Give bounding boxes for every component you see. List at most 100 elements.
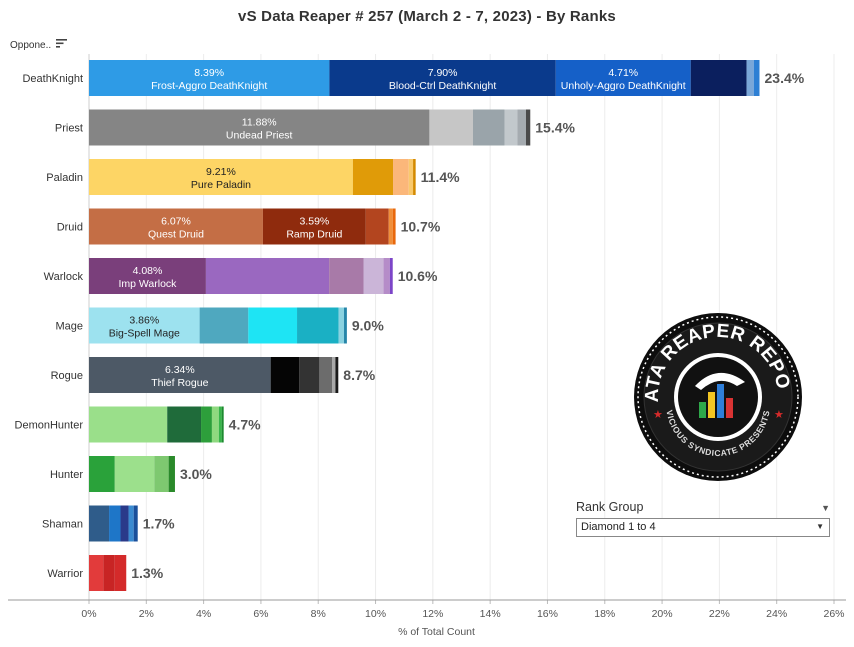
bar-total-label: 9.0% — [352, 318, 384, 334]
x-tick-label: 6% — [253, 608, 268, 620]
x-tick-label: 22% — [709, 608, 730, 620]
bar-segment — [335, 357, 339, 393]
category-label: Hunter — [50, 469, 83, 481]
category-label: Paladin — [46, 172, 83, 184]
segment-percent-label: 3.59% — [299, 216, 329, 228]
segment-archetype-label: Pure Paladin — [191, 179, 251, 191]
bar-segment — [517, 109, 526, 146]
bar-segment — [388, 208, 393, 245]
x-tick-label: 16% — [537, 608, 558, 620]
bar-segment — [413, 159, 416, 195]
bar-segment — [270, 357, 300, 393]
segment-archetype-label: Undead Priest — [226, 130, 293, 142]
bar-segment — [393, 159, 409, 195]
bar-segment — [408, 159, 414, 195]
data-reaper-report-logo: DATA REAPER REPORT VICIOUS SYNDICATE PRE… — [633, 312, 802, 481]
category-label: DeathKnight — [22, 73, 83, 85]
bar-segment — [525, 109, 531, 146]
segment-archetype-label: Imp Warlock — [118, 278, 177, 290]
bar-segment — [89, 406, 168, 443]
bar-segment — [109, 505, 121, 542]
bar-segment — [201, 406, 212, 443]
segment-percent-label: 9.21% — [206, 166, 236, 178]
bar-segment — [389, 258, 393, 294]
bar-segment — [329, 60, 556, 96]
dropdown-caret-icon[interactable]: ▼ — [821, 503, 830, 513]
segment-archetype-label: Ramp Druid — [286, 229, 342, 241]
bar-segment — [89, 505, 110, 542]
segment-archetype-label: Unholy-Aggro DeathKnight — [561, 80, 686, 92]
bar-segment — [154, 456, 169, 492]
bar-total-label: 1.3% — [131, 565, 163, 581]
segment-percent-label: 7.90% — [428, 67, 458, 79]
bar-segment — [120, 505, 129, 542]
bar-segment — [89, 456, 115, 492]
chart-title: vS Data Reaper # 257 (March 2 - 7, 2023)… — [238, 8, 616, 25]
segment-percent-label: 11.88% — [242, 117, 277, 129]
bar-segment — [690, 60, 747, 96]
segment-archetype-label: Thief Rogue — [151, 377, 208, 389]
bar-segment — [299, 357, 320, 393]
bar-segment — [133, 505, 138, 542]
bar-total-label: 1.7% — [143, 516, 175, 532]
category-label: Warrior — [47, 568, 83, 580]
bar-segment — [753, 60, 760, 96]
x-tick-label: 0% — [81, 608, 96, 620]
svg-text:★: ★ — [774, 409, 784, 421]
rank-group-select[interactable]: Diamond 1 to 4 ▼ — [576, 518, 830, 537]
bar-total-label: 15.4% — [535, 120, 575, 136]
bar-segment — [205, 258, 330, 294]
category-label: Druid — [57, 222, 83, 234]
segment-percent-label: 4.08% — [133, 265, 163, 277]
bar-total-label: 10.7% — [401, 219, 441, 235]
x-tick-label: 12% — [422, 608, 443, 620]
bar-segment — [338, 307, 345, 344]
bar-segment — [472, 109, 505, 146]
x-tick-label: 24% — [766, 608, 787, 620]
bar-segment — [89, 555, 104, 591]
x-tick-label: 14% — [480, 608, 501, 620]
bar-segment — [89, 357, 271, 393]
rank-group-title: Rank Group — [576, 500, 644, 514]
bar-segment — [128, 505, 134, 542]
bar-segment — [89, 159, 353, 195]
x-tick-label: 18% — [594, 608, 615, 620]
category-label: Mage — [55, 321, 83, 333]
category-label: Rogue — [51, 370, 83, 382]
segment-archetype-label: Blood-Ctrl DeathKnight — [389, 80, 496, 92]
bar-segment — [114, 555, 127, 591]
sort-field-label: Oppone.. — [10, 40, 52, 51]
bar-segment — [167, 406, 202, 443]
bar-segment — [89, 60, 330, 96]
bar-segment — [365, 208, 389, 245]
x-tick-label: 10% — [365, 608, 386, 620]
segment-percent-label: 4.71% — [608, 67, 638, 79]
bar-segment — [555, 60, 691, 96]
svg-text:★: ★ — [653, 409, 663, 421]
bar-segment — [248, 307, 298, 344]
bar-segment — [504, 109, 518, 146]
bar-total-label: 3.0% — [180, 466, 212, 482]
chevron-down-icon: ▼ — [816, 522, 824, 531]
x-tick-label: 4% — [196, 608, 211, 620]
category-label: Warlock — [44, 271, 84, 283]
bar-segment — [344, 307, 347, 344]
bar-segment — [89, 208, 263, 245]
bar-segment — [329, 258, 364, 294]
segment-percent-label: 6.07% — [161, 216, 191, 228]
sort-descending-icon[interactable] — [56, 37, 68, 49]
bar-segment — [262, 208, 366, 245]
bar-segment — [746, 60, 754, 96]
bar-segment — [319, 357, 333, 393]
bar-segment — [211, 406, 219, 443]
segment-archetype-label: Frost-Aggro DeathKnight — [151, 80, 267, 92]
segment-percent-label: 3.86% — [129, 315, 159, 327]
x-tick-label: 26% — [823, 608, 844, 620]
bar-segment — [352, 159, 394, 195]
rank-group-filter: Rank Group ▼ Diamond 1 to 4 ▼ — [576, 500, 832, 537]
bar-segment — [218, 406, 222, 443]
x-tick-label: 20% — [652, 608, 673, 620]
segment-percent-label: 8.39% — [194, 67, 224, 79]
bar-total-label: 8.7% — [343, 367, 375, 383]
bar-segment — [332, 357, 336, 393]
